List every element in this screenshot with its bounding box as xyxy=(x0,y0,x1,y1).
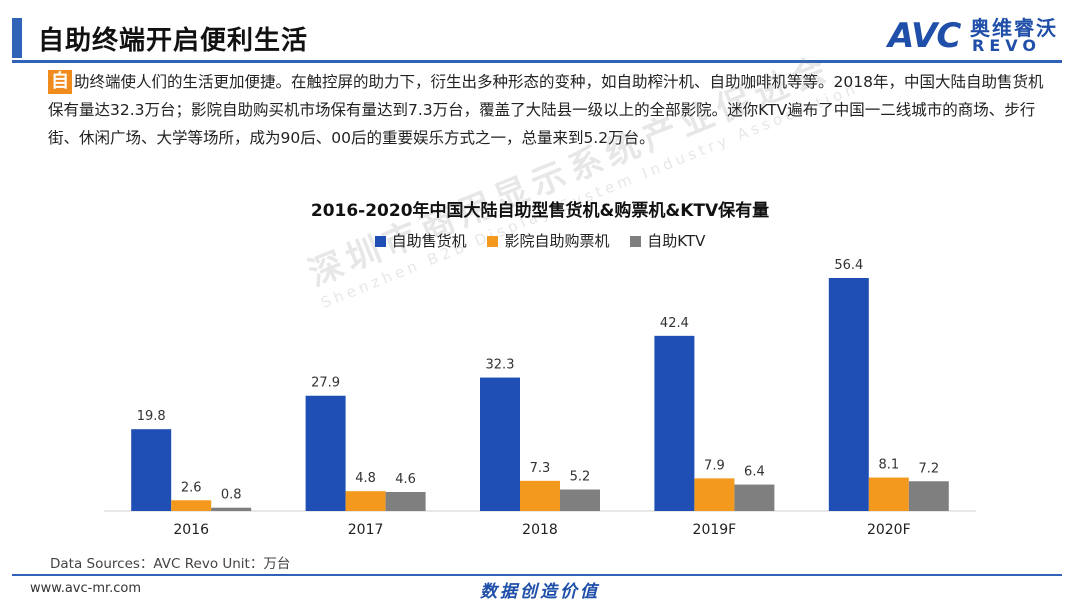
data-label: 42.4 xyxy=(660,316,689,331)
data-label: 4.6 xyxy=(395,472,416,487)
bar xyxy=(305,395,346,511)
chart-title: 2016-2020年中国大陆自助型售货机&购票机&KTV保有量 xyxy=(310,201,770,221)
data-label: 56.4 xyxy=(834,258,863,273)
x-tick-label: 2017 xyxy=(348,522,384,538)
legend-label: 自助KTV xyxy=(647,232,706,250)
bar xyxy=(345,491,386,511)
bar xyxy=(211,507,252,511)
legend-item-ktv: 自助KTV xyxy=(630,230,705,251)
bar xyxy=(480,377,520,511)
bar xyxy=(560,489,600,511)
legend-label: 影院自助购票机 xyxy=(504,232,610,250)
footer-divider xyxy=(12,574,1062,576)
bar xyxy=(694,478,735,511)
legend-swatch xyxy=(630,236,642,247)
x-tick-label: 2019F xyxy=(693,522,737,538)
logo-brand-cn: 奥维睿沃 xyxy=(970,16,1058,40)
bar xyxy=(734,484,775,511)
bar xyxy=(868,477,909,511)
bar xyxy=(828,278,869,511)
bar xyxy=(654,335,695,511)
x-tick-label: 2016 xyxy=(173,522,209,538)
data-label: 5.2 xyxy=(570,470,591,485)
logo-brand: AVC xyxy=(888,16,961,56)
legend-swatch xyxy=(374,236,386,247)
intro-text: 助终端使人们的生活更加便捷。在触控屏的助力下，衍生出多种形态的变种，如自助榨汁机… xyxy=(48,73,1044,147)
bar xyxy=(131,429,172,511)
legend-label: 自助售货机 xyxy=(391,232,467,250)
title-accent-bar xyxy=(12,18,22,58)
x-tick-label: 2018 xyxy=(522,522,558,538)
data-label: 7.3 xyxy=(530,461,551,476)
x-tick-label: 2020F xyxy=(867,522,911,538)
data-label: 7.9 xyxy=(704,458,725,473)
title-divider xyxy=(12,60,1062,63)
legend-item-ticket: 影院自助购票机 xyxy=(487,230,609,251)
avc-revo-logo: AVC 奥维睿沃 REVO xyxy=(888,8,1066,58)
bar xyxy=(908,481,949,511)
logo-brand-en: REVO xyxy=(972,36,1041,55)
data-label: 0.8 xyxy=(221,488,242,503)
intro-paragraph: 自助终端使人们的生活更加便捷。在触控屏的助力下，衍生出多种形态的变种，如自助榨汁… xyxy=(48,68,1058,152)
intro-lead-char: 自 xyxy=(48,70,72,94)
data-label: 4.8 xyxy=(355,471,376,486)
page-title: 自助终端开启便利生活 xyxy=(38,26,309,56)
footer-url: www.avc-mr.com xyxy=(30,581,142,596)
data-label: 2.6 xyxy=(181,480,202,495)
data-label: 19.8 xyxy=(137,409,166,424)
data-label: 32.3 xyxy=(486,358,515,373)
data-label: 8.1 xyxy=(878,458,899,473)
data-label: 6.4 xyxy=(744,465,765,480)
chart-legend: 自助售货机 影院自助购票机 自助KTV xyxy=(0,230,1080,251)
footer-slogan: 数据创造价值 xyxy=(480,582,600,602)
legend-item-vending: 自助售货机 xyxy=(374,230,467,251)
bar xyxy=(520,480,560,511)
data-label: 27.9 xyxy=(311,376,340,391)
data-source-note: Data Sources：AVC Revo Unit：万台 xyxy=(50,556,291,572)
legend-swatch xyxy=(487,236,499,247)
bar xyxy=(171,500,212,511)
data-label: 7.2 xyxy=(918,461,939,476)
bar xyxy=(385,491,426,511)
